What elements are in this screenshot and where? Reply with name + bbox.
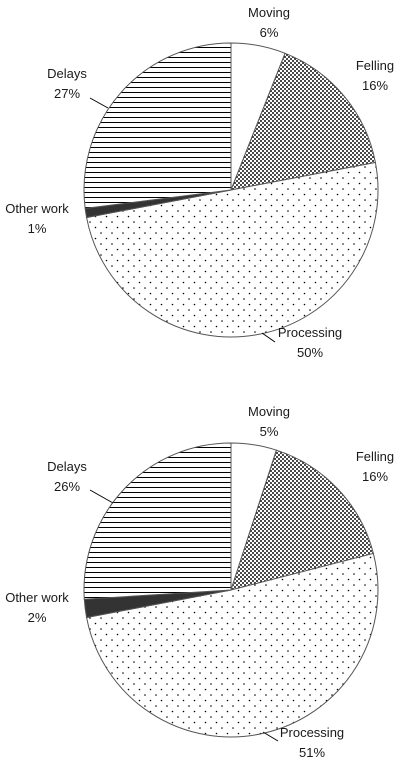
label-pct-processing: 50% bbox=[297, 345, 323, 360]
label-name-processing: Processing bbox=[280, 725, 344, 740]
label-name-felling: Felling bbox=[356, 58, 394, 73]
label-name-other-work: Other work bbox=[5, 201, 69, 216]
label-pct-moving: 6% bbox=[260, 25, 279, 40]
slice-felling bbox=[230, 449, 374, 591]
label-pct-felling: 16% bbox=[362, 469, 388, 484]
slice-delays bbox=[83, 442, 232, 600]
label-pct-felling: 16% bbox=[362, 78, 388, 93]
label-name-delays: Delays bbox=[47, 66, 87, 81]
label-name-other-work: Other work bbox=[5, 590, 69, 605]
label-pct-delays: 27% bbox=[54, 86, 80, 101]
label-pct-other-work: 2% bbox=[28, 610, 47, 625]
label-name-moving: Moving bbox=[248, 5, 290, 20]
label-name-delays: Delays bbox=[47, 459, 87, 474]
leader-line-delays bbox=[89, 489, 114, 504]
leader-line-processing bbox=[261, 332, 276, 343]
label-pct-delays: 26% bbox=[54, 479, 80, 494]
slice-processing bbox=[86, 161, 379, 338]
leader-line-delays bbox=[89, 97, 109, 109]
slice-felling bbox=[230, 52, 376, 191]
slice-delays bbox=[83, 42, 232, 209]
label-pct-processing: 51% bbox=[299, 745, 325, 760]
label-name-processing: Processing bbox=[278, 325, 342, 340]
label-pct-other-work: 1% bbox=[28, 221, 47, 236]
label-name-moving: Moving bbox=[248, 404, 290, 419]
leader-line-processing bbox=[262, 731, 279, 742]
pie-chart-2: Moving 5% Felling 16% Processing 51% Other wor… bbox=[5, 404, 394, 760]
label-name-felling: Felling bbox=[356, 449, 394, 464]
slice-processing bbox=[86, 552, 379, 738]
pie-chart-1: Moving 6% Felling 16% Processing 50% Other wor… bbox=[5, 5, 394, 360]
label-pct-moving: 5% bbox=[260, 424, 279, 439]
